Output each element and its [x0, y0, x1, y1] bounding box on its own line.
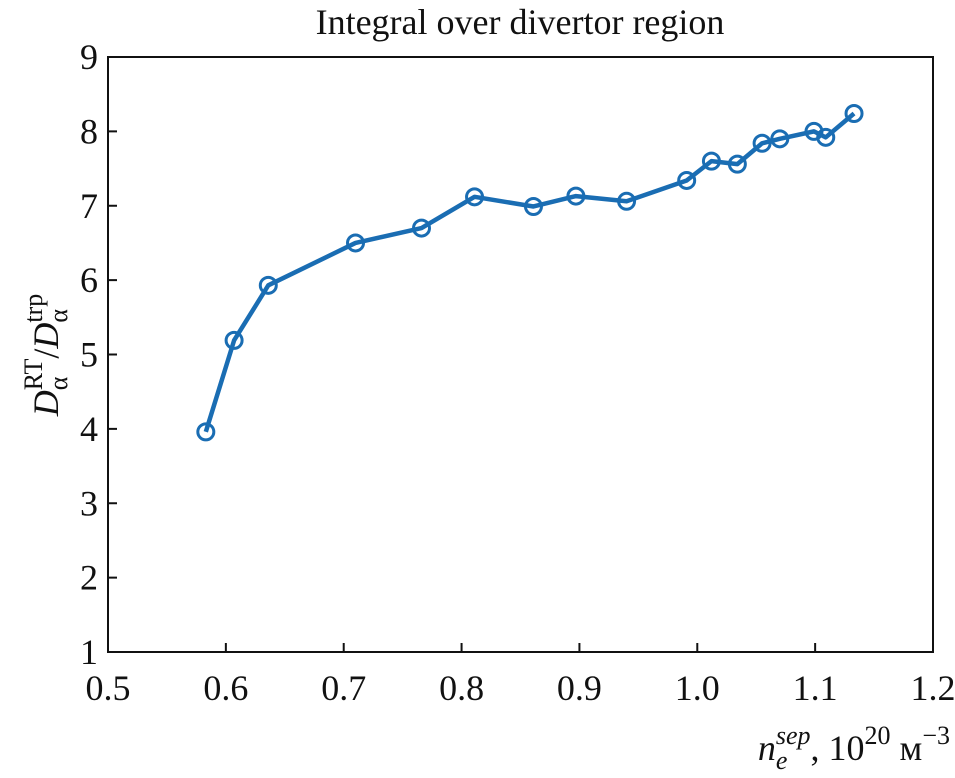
label-part: e: [776, 746, 788, 775]
y-tick-label: 4: [80, 409, 98, 449]
x-tick-label: 1.0: [675, 668, 720, 708]
x-tick-label: 0.9: [557, 668, 602, 708]
x-tick-label: 0.6: [203, 668, 248, 708]
label-part: , 10: [811, 728, 865, 768]
label-part: D: [26, 390, 66, 417]
data-point: [752, 133, 772, 153]
y-tick-label: 7: [80, 186, 98, 226]
label-part: D: [26, 323, 66, 350]
label-part: м: [891, 728, 923, 768]
label-part: RT: [19, 359, 48, 391]
label-part: sep: [776, 721, 811, 750]
y-tick-label: 1: [80, 632, 98, 672]
y-axis-label: DαRT/Dαtrp: [19, 294, 73, 418]
data-point: [727, 154, 747, 174]
data-point: [465, 187, 485, 207]
data-point: [844, 104, 864, 124]
label-part: α: [44, 309, 73, 323]
label-part: n: [758, 728, 776, 768]
data-point: [701, 151, 721, 171]
y-tick-label: 2: [80, 558, 98, 598]
data-point: [677, 170, 697, 190]
data-point: [196, 422, 216, 442]
data-point: [258, 275, 278, 295]
data-point: [816, 127, 836, 147]
x-tick-label: 1.1: [793, 668, 838, 708]
label-part: −3: [922, 721, 950, 750]
data-point: [617, 191, 637, 211]
data-line: [203, 111, 856, 433]
x-tick-label: 1.2: [911, 668, 955, 708]
data-point: [224, 330, 244, 350]
y-tick-label: 3: [80, 483, 98, 523]
label-part: 20: [865, 721, 891, 750]
label-part: /: [26, 349, 66, 359]
chart-title: Integral over divertor region: [316, 2, 725, 42]
y-tick-label: 9: [80, 37, 98, 77]
x-tick-label: 0.5: [86, 668, 131, 708]
data-point: [770, 129, 790, 149]
y-tick-label: 6: [80, 260, 98, 300]
data-point: [346, 233, 365, 253]
data-point: [412, 218, 431, 238]
label-part: α: [44, 376, 73, 390]
data-point: [523, 196, 543, 216]
data-point: [566, 186, 586, 206]
x-axis-label: nesep, 1020 м−3: [758, 721, 950, 775]
y-tick-label: 8: [80, 111, 98, 151]
label-part: trp: [19, 294, 48, 323]
x-tick-label: 0.8: [439, 668, 484, 708]
x-tick-label: 0.7: [321, 668, 366, 708]
y-tick-label: 5: [80, 335, 98, 375]
